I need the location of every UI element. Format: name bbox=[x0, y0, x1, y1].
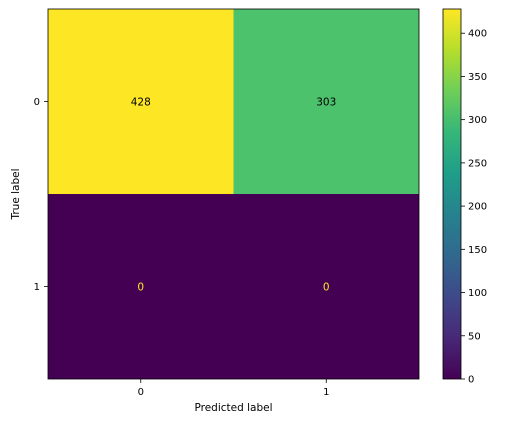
colorbar-tick-label: 200 bbox=[468, 202, 487, 213]
x-tick-label: 0 bbox=[138, 387, 144, 398]
y-tick-label: 0 bbox=[34, 97, 40, 108]
heatmap-cell bbox=[48, 9, 234, 194]
cell-value-label: 428 bbox=[131, 97, 151, 109]
colorbar-tick-label: 0 bbox=[468, 375, 474, 386]
colorbar-tick-label: 300 bbox=[468, 115, 487, 126]
colorbar-tick-label: 100 bbox=[468, 288, 487, 299]
x-tick-label: 1 bbox=[323, 387, 329, 398]
heatmap-cells: 428 303 0 0 bbox=[48, 9, 419, 379]
y-tick-label: 1 bbox=[34, 282, 40, 293]
y-axis-ticks: 01 bbox=[34, 97, 48, 293]
y-axis-label: True label bbox=[10, 168, 22, 220]
heatmap-cell bbox=[233, 9, 419, 194]
cell-value-label: 0 bbox=[323, 282, 330, 294]
colorbar bbox=[442, 8, 462, 380]
cell-value-label: 0 bbox=[137, 282, 144, 294]
colorbar-tick-label: 50 bbox=[468, 331, 481, 342]
plot-frame bbox=[47, 8, 420, 380]
colorbar-tick-label: 350 bbox=[468, 72, 487, 83]
colorbar-tick-label: 400 bbox=[468, 29, 487, 40]
colorbar-ticks: 0 50 100 150 200 250 300 350 400 bbox=[461, 29, 487, 386]
colorbar-tick-label: 250 bbox=[468, 158, 487, 169]
colorbar-tick-label: 150 bbox=[468, 245, 487, 256]
heatmap-cell bbox=[233, 194, 419, 379]
x-axis-label: Predicted label bbox=[194, 402, 272, 414]
heatmap-cell bbox=[48, 194, 234, 379]
cell-value-label: 303 bbox=[316, 97, 336, 109]
